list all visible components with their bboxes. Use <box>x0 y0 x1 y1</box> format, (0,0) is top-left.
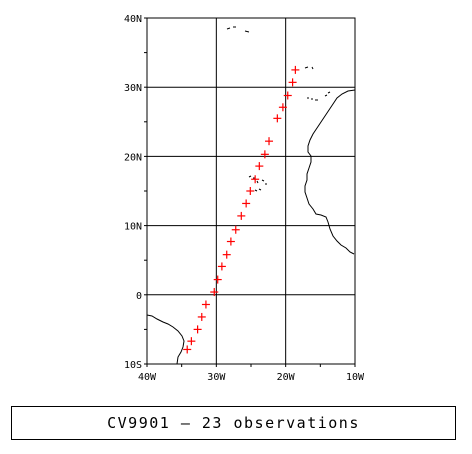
observation-marker <box>246 187 255 195</box>
observation-marker <box>283 91 292 100</box>
y-tick-label: 10S <box>124 360 142 371</box>
observation-marker <box>193 325 202 334</box>
observation-marker <box>251 175 260 184</box>
observation-marker <box>242 199 251 208</box>
observation-marker <box>187 337 196 346</box>
islands-madeira <box>304 66 314 70</box>
islands-azores <box>226 26 250 33</box>
x-tick-label: 40W <box>138 372 157 383</box>
observation-marker <box>260 150 269 159</box>
islands-cape-verde <box>248 175 267 192</box>
y-tick-labels: 10S 0 10N 20N 30N 40N <box>124 14 142 371</box>
x-tick-label: 30W <box>207 372 226 383</box>
observation-marker <box>197 312 206 321</box>
axis-ticks <box>144 17 356 367</box>
observation-markers <box>183 65 300 354</box>
observation-marker <box>255 162 264 171</box>
x-tick-labels: 40W 30W 20W 10W <box>138 372 365 383</box>
observation-marker <box>265 137 274 146</box>
grid-lines <box>147 18 355 364</box>
observation-marker <box>183 345 192 354</box>
y-tick-label: 10N <box>124 222 142 233</box>
observation-marker <box>291 65 300 74</box>
observation-marker <box>278 103 287 112</box>
islands-canary <box>307 91 331 101</box>
y-tick-label: 20N <box>124 152 142 163</box>
x-tick-label: 20W <box>277 372 296 383</box>
y-tick-label: 40N <box>124 14 142 25</box>
observation-marker <box>288 78 297 87</box>
caption-box: CV9901 — 23 observations <box>11 406 456 440</box>
coastlines <box>146 26 356 365</box>
observation-marker <box>226 237 235 246</box>
caption-text: CV9901 — 23 observations <box>107 414 360 432</box>
y-tick-label: 0 <box>136 291 142 302</box>
x-tick-label: 10W <box>346 372 365 383</box>
observation-marker <box>217 262 226 271</box>
observation-marker <box>231 225 240 234</box>
observation-marker <box>237 211 246 220</box>
observation-marker <box>201 300 210 309</box>
observation-marker <box>213 275 222 284</box>
observation-marker <box>210 288 219 297</box>
observation-marker <box>222 250 231 259</box>
y-tick-label: 30N <box>124 83 142 94</box>
coastline-africa <box>304 89 356 255</box>
observation-marker <box>273 114 282 123</box>
coastline-south-america <box>146 314 185 365</box>
